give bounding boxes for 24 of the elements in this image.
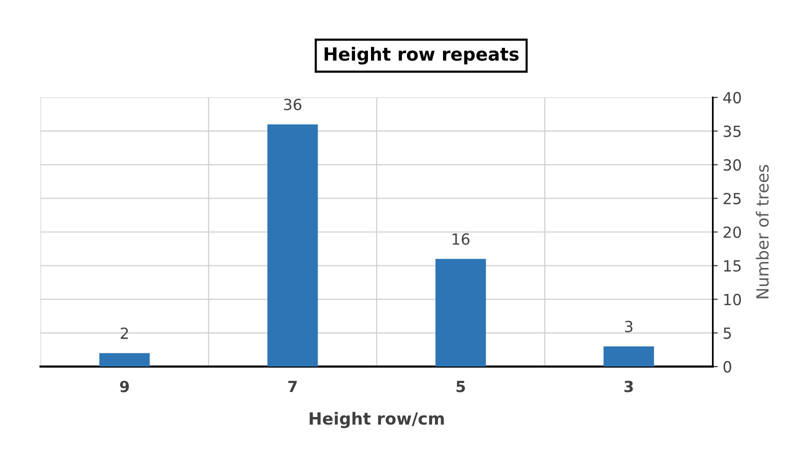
y-axis-title: Number of trees (756, 164, 769, 298)
chart-title: Height row repeats (324, 46, 519, 64)
x-axis-title: Height row/cm (310, 412, 444, 428)
y-tick-label: 25 (724, 192, 741, 204)
bar (604, 346, 654, 367)
y-tick-label: 0 (724, 361, 732, 373)
y-tick-label: 10 (724, 294, 741, 306)
data-label: 3 (625, 320, 632, 332)
data-label: 36 (284, 98, 302, 110)
y-tick-label: 20 (724, 226, 741, 238)
x-tick-label: 5 (456, 380, 465, 392)
data-label: 2 (120, 327, 128, 339)
y-tick-label: 35 (724, 126, 741, 138)
y-tick-label: 15 (724, 260, 741, 272)
bar (99, 353, 150, 367)
y-tick-label: 30 (724, 159, 741, 171)
bar (435, 258, 486, 367)
data-label: 16 (452, 233, 470, 245)
bar (267, 124, 318, 367)
x-tick-label: 7 (288, 380, 297, 392)
x-tick-label: 9 (120, 380, 129, 392)
y-tick-label: 5 (724, 328, 731, 339)
y-tick-label: 40 (723, 92, 741, 104)
x-tick-label: 3 (624, 380, 633, 392)
